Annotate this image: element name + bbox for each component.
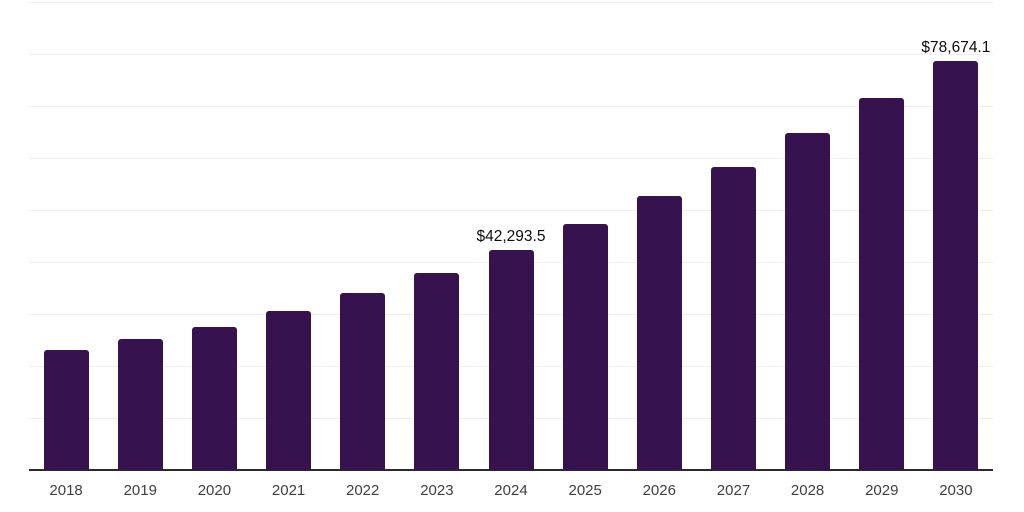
y-gridline xyxy=(29,105,993,107)
y-gridline xyxy=(29,53,993,55)
bar-2030 xyxy=(933,60,979,470)
data-label-2024: $42,293.5 xyxy=(476,228,546,246)
bar-2028 xyxy=(785,133,831,470)
plot-area xyxy=(29,1,993,471)
bar-2023 xyxy=(414,273,460,470)
x-tick-2028: 2028 xyxy=(790,482,825,499)
bar-2029 xyxy=(859,98,905,470)
x-tick-2020: 2020 xyxy=(197,482,232,499)
bar-2027 xyxy=(711,166,756,470)
x-tick-2027: 2027 xyxy=(716,482,751,499)
x-tick-2022: 2022 xyxy=(346,482,380,499)
x-tick-2018: 2018 xyxy=(49,482,83,499)
data-label-2030: $78,674.1 xyxy=(921,38,991,56)
bar-2024 xyxy=(488,250,534,470)
y-gridline xyxy=(29,209,993,211)
x-tick-2029: 2029 xyxy=(865,482,899,499)
bar-2025 xyxy=(562,224,608,470)
x-tick-2019: 2019 xyxy=(123,482,157,499)
bar-2026 xyxy=(636,196,682,470)
x-tick-2030: 2030 xyxy=(939,482,973,499)
y-gridline xyxy=(29,1,993,3)
x-tick-2024: 2024 xyxy=(494,482,528,499)
x-tick-2026: 2026 xyxy=(642,482,676,499)
bar-2019 xyxy=(117,339,163,470)
bar-2021 xyxy=(266,310,311,470)
bar-2018 xyxy=(43,349,89,470)
x-tick-2023: 2023 xyxy=(420,482,454,499)
x-tick-2021: 2021 xyxy=(271,482,306,499)
y-gridline xyxy=(29,157,993,159)
bar-2020 xyxy=(191,327,237,470)
x-tick-2025: 2025 xyxy=(568,482,602,499)
bar-2022 xyxy=(340,293,386,470)
